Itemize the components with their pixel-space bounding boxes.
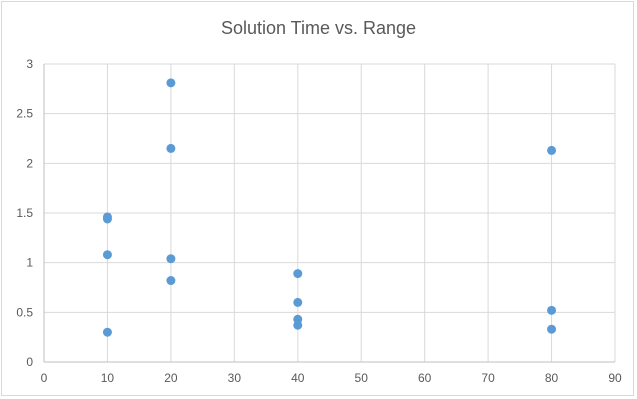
y-tick-label: 1 (26, 256, 33, 270)
data-point (547, 305, 557, 315)
x-tick-label: 20 (164, 371, 178, 385)
x-tick-label: 10 (101, 371, 115, 385)
data-point (102, 214, 112, 224)
x-tick-label: 80 (545, 371, 559, 385)
y-tick-label: 0.5 (16, 305, 33, 319)
chart-title: Solution Time vs. Range (220, 18, 417, 38)
data-points (102, 78, 557, 337)
x-tick-label: 40 (291, 371, 305, 385)
tick-labels: 00.511.522.530 10 20 30 40 50 60 70 80 90 (16, 57, 622, 385)
x-tick-label: 30 (228, 371, 242, 385)
data-point (293, 269, 303, 279)
data-point (166, 143, 176, 153)
gridlines (44, 63, 616, 362)
axes (43, 64, 615, 363)
data-point (166, 78, 176, 88)
data-point (293, 320, 303, 330)
x-tick-label: 0 (41, 371, 48, 385)
x-tick-label: 90 (608, 371, 622, 385)
data-point (293, 297, 303, 307)
data-point (102, 250, 112, 260)
y-tick-label: 2.5 (16, 107, 33, 121)
y-tick-label: 2 (26, 156, 33, 170)
y-tick-label: 1.5 (16, 206, 33, 220)
y-tick-label: 3 (26, 57, 33, 71)
x-tick-label: 50 (355, 371, 369, 385)
data-point (547, 324, 557, 334)
data-point (547, 145, 557, 155)
x-tick-label: 60 (418, 371, 432, 385)
data-point (166, 254, 176, 264)
x-tick-label: 70 (481, 371, 495, 385)
data-point (166, 276, 176, 286)
data-point (102, 327, 112, 337)
y-tick-label: 0 (26, 355, 33, 369)
